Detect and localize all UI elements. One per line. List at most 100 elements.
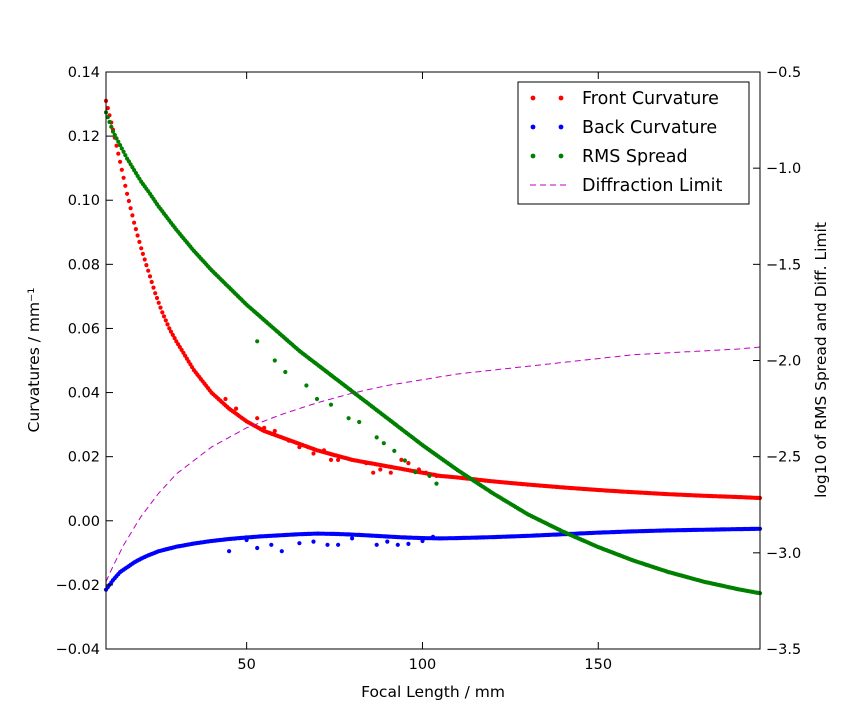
y-axis-label-right: log10 of RMS Spread and Diff. Limit (812, 222, 830, 498)
y-tick-label: 0.02 (68, 450, 100, 466)
point (283, 369, 288, 375)
point (434, 481, 439, 486)
point (269, 542, 274, 547)
y-tick-label: 0.10 (68, 193, 100, 209)
legend-marker-rms-spread (558, 153, 564, 159)
point (388, 470, 393, 475)
point (133, 227, 138, 232)
point (374, 542, 379, 547)
legend: Front Curvature Back Curvature RMS Sprea… (517, 81, 750, 205)
point (172, 336, 177, 341)
point (170, 332, 175, 337)
x-tick-label: 50 (237, 657, 255, 673)
point (116, 139, 121, 144)
point (146, 268, 151, 273)
point (167, 326, 172, 331)
legend-marker-back-curvature (530, 124, 536, 130)
point (328, 402, 334, 407)
legend-label-rms-spread: RMS Spread (582, 147, 688, 167)
point (114, 136, 119, 141)
y-tick-label: 0.14 (68, 65, 100, 81)
y-tick-label-right: −1.5 (766, 257, 801, 273)
point (272, 428, 277, 434)
point (158, 305, 163, 310)
point (132, 220, 137, 225)
point (144, 263, 149, 268)
series-front-curvature (103, 98, 763, 501)
y-tick-label: 0.06 (68, 321, 100, 337)
point (118, 143, 123, 148)
y-tick-label: 0.04 (68, 386, 100, 402)
point (255, 416, 260, 421)
point (125, 191, 130, 196)
y-tick-label-right: −3.5 (766, 642, 801, 658)
point (328, 457, 334, 462)
point (110, 129, 116, 134)
point (123, 183, 128, 188)
point (160, 310, 165, 315)
y-tick-label-right: −2.5 (766, 450, 801, 466)
point (109, 124, 114, 129)
point (395, 542, 400, 547)
point (321, 448, 327, 453)
legend-marker-rms-spread (530, 153, 536, 159)
point (402, 458, 407, 463)
point (119, 146, 124, 151)
point (223, 396, 228, 402)
point (427, 473, 432, 478)
ticks-layer: 50 100 150 −0.04 −0.02 0.00 0.02 0.04 0.06 0.08 0.… (56, 65, 802, 673)
point (161, 314, 167, 319)
point (272, 358, 277, 363)
point (123, 153, 128, 158)
point (399, 457, 404, 462)
legend-label-back-curvature: Back Curvature (582, 118, 717, 138)
point (137, 239, 142, 244)
point (416, 467, 421, 472)
point (168, 329, 174, 334)
point (364, 461, 369, 466)
point (434, 473, 439, 478)
point (156, 300, 161, 305)
point (423, 470, 429, 475)
point (244, 537, 249, 543)
legend-box (517, 81, 750, 205)
series-layer (103, 98, 763, 596)
point (286, 438, 291, 443)
point (118, 159, 123, 164)
point (135, 233, 140, 238)
legend-label-diffraction-limit: Diffraction Limit (582, 176, 723, 196)
point (336, 457, 341, 462)
point (130, 213, 135, 218)
x-tick-label: 150 (584, 657, 612, 673)
point (105, 115, 110, 120)
point (149, 279, 154, 285)
legend-marker-front-curvature (530, 95, 536, 101)
y-tick-label: 0.00 (68, 514, 100, 530)
point (346, 416, 351, 421)
point (234, 406, 239, 411)
point (154, 295, 160, 301)
point (311, 451, 316, 456)
point (142, 257, 147, 262)
point (121, 149, 126, 154)
point (165, 322, 170, 327)
point (314, 396, 320, 402)
point (227, 549, 232, 554)
legend-markers (530, 95, 566, 186)
point (381, 441, 386, 446)
point (350, 536, 355, 541)
y-tick-label: 0.12 (68, 129, 100, 145)
point (126, 198, 131, 204)
point (262, 425, 267, 430)
point (336, 542, 341, 547)
legend-marker-front-curvature (558, 95, 564, 101)
point (406, 461, 411, 466)
point (105, 106, 110, 111)
point (255, 339, 260, 344)
series-back-curvature (103, 526, 763, 592)
point (430, 534, 436, 539)
point (304, 383, 309, 388)
x-tick-label: 100 (409, 657, 437, 673)
point (325, 542, 330, 547)
